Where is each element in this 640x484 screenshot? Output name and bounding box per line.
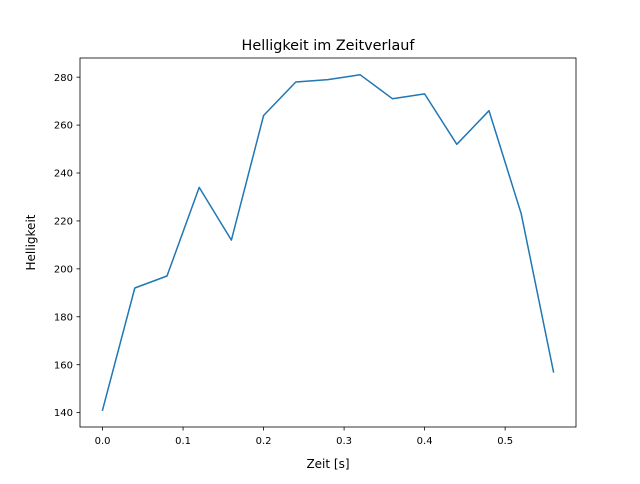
x-axis-label: Zeit [s]: [306, 457, 349, 471]
y-tick-label: 280: [54, 73, 73, 84]
y-tick-label: 260: [54, 121, 73, 132]
chart-title: Helligkeit im Zeitverlauf: [242, 38, 416, 54]
x-tick-label: 0.0: [95, 436, 111, 447]
x-tick-label: 0.5: [497, 436, 513, 447]
x-tick-label: 0.2: [256, 436, 272, 447]
y-tick-label: 240: [54, 169, 73, 180]
x-tick-label: 0.4: [417, 436, 433, 447]
y-tick-label: 200: [54, 264, 73, 275]
y-tick-label: 180: [54, 312, 73, 323]
x-tick-label: 0.3: [336, 436, 352, 447]
y-tick-label: 220: [54, 217, 73, 228]
y-axis-label: Helligkeit: [24, 214, 38, 270]
y-tick-label: 140: [54, 408, 73, 419]
y-tick-label: 160: [54, 360, 73, 371]
x-tick-label: 0.1: [175, 436, 191, 447]
